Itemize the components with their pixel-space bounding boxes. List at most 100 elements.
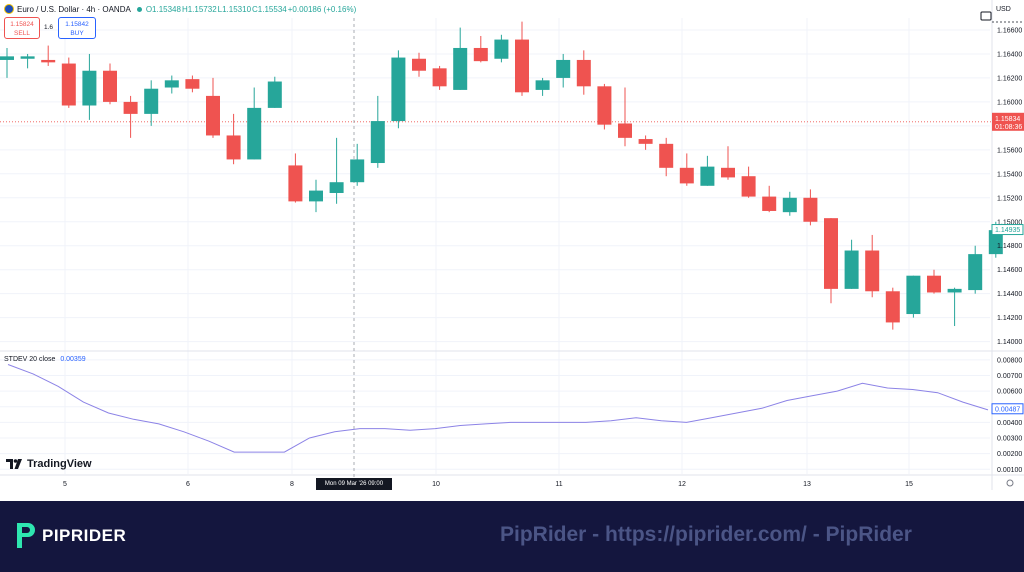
buy-price: 1.15842 — [65, 21, 89, 28]
candle-body-down — [618, 123, 632, 138]
sell-button[interactable]: 1.15824 SELL — [4, 17, 40, 39]
buy-label: BUY — [70, 30, 84, 37]
candle-body-down — [824, 218, 838, 289]
candle-body-down — [741, 176, 756, 197]
candle-body-down — [206, 95, 220, 136]
symbol-header: Euro / U.S. Dollar · 4h · OANDA O1.15348… — [0, 0, 356, 18]
indicator-name: STDEV 20 close — [4, 356, 56, 363]
buy-button[interactable]: 1.15842 BUY — [58, 17, 96, 39]
price-tick-label: 1.14400 — [997, 291, 1022, 298]
indicator-tick-label: 0.00300 — [997, 436, 1022, 443]
candle-body-up — [906, 275, 921, 315]
candle-body-up — [968, 254, 983, 291]
candle-body-down — [721, 167, 735, 178]
candle-body-up — [164, 80, 179, 88]
candle-body-down — [61, 63, 76, 106]
indicator-tick-label: 0.00100 — [997, 467, 1022, 474]
candle-body-up — [947, 288, 962, 293]
price-tick-label: 1.15400 — [997, 171, 1022, 178]
last-price-countdown: 01:08:36 — [995, 124, 1022, 131]
candle-body-down — [185, 79, 200, 89]
tradingview-logo-text: TradingView — [27, 458, 92, 470]
indicator-value: 0.00359 — [60, 356, 86, 363]
market-open-status-icon — [136, 6, 142, 12]
candle-body-down — [432, 68, 447, 87]
candle-body-up — [0, 56, 14, 60]
last-price-tag — [992, 112, 1024, 131]
candle-body-up — [391, 57, 406, 122]
camera-icon[interactable] — [980, 11, 992, 21]
price-tick-label: 1.14000 — [997, 339, 1022, 346]
time-tick-label: 5 — [63, 481, 67, 488]
price-tick-label: 1.16400 — [997, 51, 1022, 58]
candle-body-up — [556, 59, 571, 78]
time-tick-label: 13 — [803, 481, 811, 488]
candle-body-up — [350, 159, 365, 183]
candle-body-up — [144, 88, 159, 114]
sell-label: SELL — [14, 30, 30, 37]
candle-body-down — [412, 58, 426, 71]
piprider-logo-icon — [17, 523, 35, 548]
time-tick-label: 8 — [290, 481, 294, 488]
chart-canvas[interactable]: 1.166001.164001.162001.160001.158001.156… — [0, 0, 1024, 501]
tradingview-logo: TradingView — [6, 458, 92, 470]
candle-body-down — [226, 135, 241, 160]
candle-body-up — [20, 56, 35, 59]
symbol-title[interactable]: Euro / U.S. Dollar · 4h · OANDA — [17, 4, 131, 14]
candle-body-up — [309, 190, 323, 202]
candle-body-up — [844, 250, 859, 289]
candle-body-up — [782, 197, 797, 213]
candle-body-down — [927, 275, 941, 293]
indicator-tick-label: 0.00800 — [997, 357, 1022, 364]
crosshair-time-label: Mon 09 Mar '26 09:00 — [316, 478, 392, 490]
candle-body-down — [515, 39, 529, 93]
candle-body-up — [988, 230, 1003, 255]
candle-body-down — [576, 59, 591, 87]
current-price-value: 1.14935 — [995, 227, 1020, 234]
candle-body-up — [247, 107, 262, 160]
open-value: O1.15348 — [145, 4, 181, 14]
close-value: C1.15534 — [252, 4, 287, 14]
stdev-line — [7, 364, 989, 453]
current-price-tag — [991, 224, 1024, 236]
time-tick-label: 10 — [432, 481, 440, 488]
price-tick-label: 1.14200 — [997, 315, 1022, 322]
currency-label[interactable]: USD — [996, 6, 1011, 13]
sell-price: 1.15824 — [10, 21, 34, 28]
candle-body-down — [597, 86, 612, 125]
price-tick-label: 1.14800 — [997, 243, 1022, 250]
price-tick-label: 1.16000 — [997, 99, 1022, 106]
footer-banner: PIPRIDER PipRider - https://piprider.com… — [0, 501, 1024, 572]
spread-value: 1.6 — [44, 24, 54, 31]
candle-body-up — [329, 182, 344, 193]
candle-body-down — [762, 196, 777, 211]
candle-body-up — [267, 81, 282, 108]
price-tick-label: 1.15000 — [997, 219, 1022, 226]
candle-body-down — [885, 291, 900, 323]
brand-text: PIPRIDER — [42, 526, 127, 545]
time-tick-label: 15 — [905, 481, 913, 488]
indicator-tick-label: 0.00600 — [997, 389, 1022, 396]
candle-body-down — [123, 101, 138, 114]
indicator-value-label: 0.00487 — [995, 406, 1020, 413]
candle-body-up — [700, 166, 715, 186]
indicator-legend[interactable]: STDEV 20 close 0.00359 — [4, 356, 86, 363]
indicator-value-tag — [991, 403, 1024, 415]
price-tick-label: 1.15600 — [997, 147, 1022, 154]
watermark-text: PipRider - https://piprider.com/ - PipRi… — [500, 523, 912, 546]
indicator-tick-label: 0.00200 — [997, 451, 1022, 458]
low-value: L1.15310 — [217, 4, 252, 14]
candle-body-down — [803, 197, 818, 222]
candle-body-up — [82, 70, 97, 106]
candle-body-up — [453, 47, 468, 90]
price-tick-label: 1.15200 — [997, 195, 1022, 202]
tradingview-logo-icon — [6, 459, 22, 469]
candle-body-down — [865, 250, 880, 292]
candle-body-up — [535, 80, 550, 90]
candle-body-down — [679, 167, 694, 184]
candle-body-down — [288, 165, 303, 202]
change-value: +0.00186 (+0.16%) — [287, 4, 357, 14]
price-tick-label: 1.16600 — [997, 27, 1022, 34]
settings-gear-icon[interactable] — [1006, 479, 1014, 487]
